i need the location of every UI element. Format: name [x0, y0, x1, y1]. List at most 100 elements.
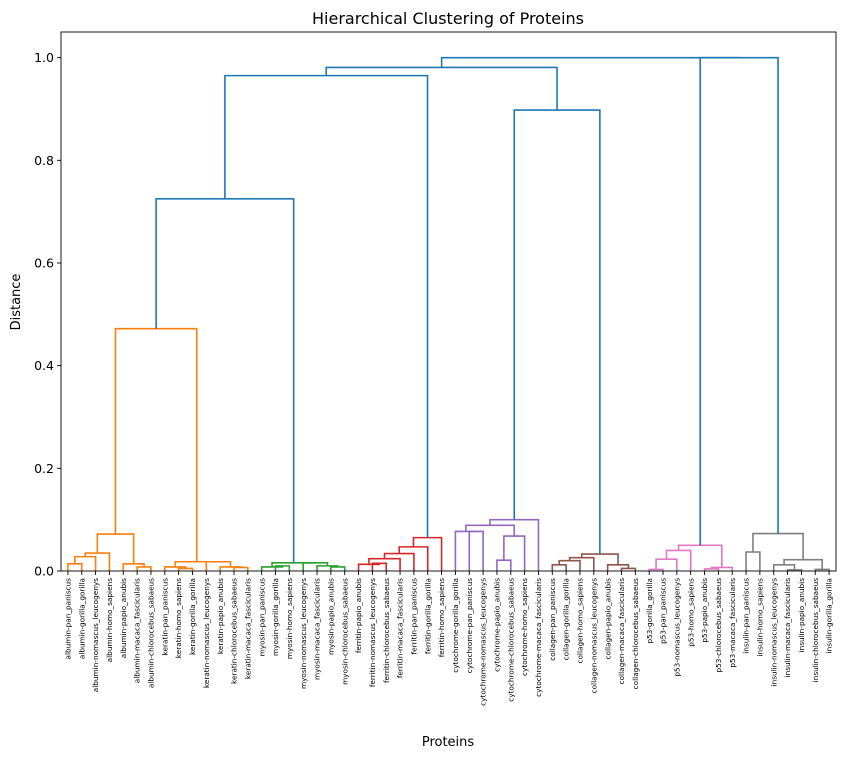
dendrogram-link — [496, 559, 512, 571]
dendrogram-link — [67, 563, 83, 571]
dendrogram-link — [174, 560, 219, 567]
leaf-label: ferritin-homo_sapiens — [437, 578, 446, 657]
dendrogram-link — [330, 566, 346, 571]
y-tick-label: 0.0 — [34, 564, 54, 579]
y-tick-label: 0.4 — [34, 358, 54, 373]
x-axis: albumin-pan_paniscus albumin-gorilla_gori… — [64, 571, 834, 706]
dendrogram-link — [316, 565, 339, 571]
dendrogram-link — [302, 561, 329, 571]
leaf-label: collagen-homo_sapiens — [576, 578, 585, 664]
dendrogram-link — [489, 518, 540, 571]
leaf-label: collagen-chlorocebus_sabaeus — [631, 578, 640, 690]
dendrogram-link — [271, 561, 316, 567]
leaf-label: myosin-pan_paniscus — [257, 578, 266, 657]
dendrogram-link — [745, 551, 761, 571]
leaf-label: cytochrome-homo_sapiens — [520, 578, 529, 676]
leaf-label: p53-homo_sapiens — [686, 578, 695, 647]
dendrogram-link — [703, 568, 720, 571]
y-axis-label: Distance — [9, 274, 24, 331]
leaf-label: albumin-gorilla_gorilla — [77, 578, 86, 659]
leaf-label: keratin-pan_paniscus — [160, 578, 169, 656]
leaf-label: cytochrome-gorilla_gorilla — [451, 578, 460, 673]
dendrogram-link — [84, 552, 111, 571]
leaf-label: p53-chlorocebus_sabaeus — [714, 578, 723, 673]
leaf-label: collagen-macaca_fascicularis — [617, 578, 626, 685]
leaf-label: ferritin-papio_anubis — [354, 578, 363, 653]
y-tick-label: 0.6 — [34, 256, 54, 271]
dendrogram-links — [67, 56, 830, 571]
leaf-label: cytochrome-chlorocebus_sabaeus — [506, 578, 515, 702]
dendrogram-link — [677, 544, 723, 568]
y-tick-label: 1.0 — [34, 50, 54, 65]
leaf-label: insulin-papio_anubis — [797, 578, 806, 653]
dendrogram-link — [155, 198, 295, 563]
leaf-label: ferritin-nomascus_leucogenys — [368, 578, 377, 687]
leaf-label: albumin-nomascus_leucogenys — [91, 578, 100, 692]
dendrogram-link — [96, 533, 135, 564]
leaf-label: albumin-papio_anubis — [119, 578, 128, 658]
leaf-label: insulin-homo_sapiens — [755, 578, 764, 657]
y-tick-label: 0.2 — [34, 461, 54, 476]
dendrogram-link — [114, 327, 198, 562]
dendrogram-link — [710, 566, 734, 571]
leaf-label: insulin-pan_paniscus — [742, 578, 751, 654]
leaf-label: cytochrome-papio_anubis — [493, 578, 502, 672]
leaf-label: p53-papio_anubis — [700, 578, 709, 643]
dendrogram-link — [513, 109, 601, 555]
leaf-label: keratin-nomascus_leucogenys — [202, 578, 211, 688]
dendrogram-link — [74, 555, 97, 571]
leaf-label: albumin-pan_paniscus — [64, 578, 73, 660]
y-axis: 0.0 0.2 0.4 0.6 0.8 1.0 — [34, 50, 61, 579]
leaf-label: ferritin-macaca_fascicularis — [396, 578, 405, 678]
leaf-label: myosin-papio_anubis — [326, 578, 335, 655]
dendrogram-link — [357, 563, 381, 571]
leaf-label: p53-pan_paniscus — [659, 578, 668, 644]
leaf-label: keratin-chlorocebus_sabaeus — [230, 578, 239, 684]
dendrogram-link — [699, 56, 779, 546]
dendrogram-link — [580, 553, 619, 565]
dendrogram-link — [568, 556, 595, 571]
leaf-label: keratin-homo_sapiens — [174, 578, 183, 658]
leaf-label: collagen-gorilla_gorilla — [562, 578, 571, 660]
dendrogram-link — [752, 532, 804, 560]
dendrogram-link — [503, 535, 526, 571]
leaf-label: keratin-macaca_fascicularis — [243, 578, 252, 679]
leaf-label: insulin-gorilla_gorilla — [825, 578, 834, 653]
leaf-label: keratin-gorilla_gorilla — [188, 578, 197, 655]
dendrogram-link — [665, 549, 692, 571]
leaf-label: albumin-macaca_fascicularis — [133, 578, 142, 683]
leaf-label: insulin-nomascus_leucogenys — [769, 578, 778, 687]
leaf-label: collagen-nomascus_leucogenys — [589, 578, 598, 694]
dendrogram-link — [205, 560, 232, 571]
leaf-label: p53-nomascus_leucogenys — [672, 578, 681, 677]
leaf-label: ferritin-gorilla_gorilla — [423, 578, 432, 654]
y-tick-label: 0.8 — [34, 153, 54, 168]
leaf-label: myosin-chlorocebus_sabaeus — [340, 578, 349, 685]
leaf-label: cytochrome-macaca_fascicularis — [534, 578, 543, 697]
dendrogram-link — [136, 566, 152, 571]
leaf-label: ferritin-chlorocebus_sabaeus — [382, 578, 391, 683]
plot-frame — [60, 31, 837, 572]
dendrogram-link — [783, 558, 823, 570]
leaf-label: insulin-chlorocebus_sabaeus — [811, 578, 820, 683]
dendrogram-link — [468, 530, 484, 571]
leaf-label: collagen-papio_anubis — [603, 578, 612, 660]
leaf-label: insulin-macaca_fascicularis — [783, 578, 792, 678]
dendrogram-link — [551, 564, 567, 571]
leaf-label: keratin-papio_anubis — [216, 578, 225, 654]
dendrogram-link — [233, 566, 249, 571]
dendrogram-link — [454, 530, 477, 571]
dendrogram-link — [383, 552, 415, 571]
leaf-label: myosin-macaca_fascicularis — [313, 578, 322, 680]
leaf-label: collagen-pan_paniscus — [548, 578, 557, 661]
dendrogram-link — [325, 66, 558, 111]
leaf-label: cytochrome-pan_paniscus — [465, 578, 474, 673]
leaf-label: myosin-homo_sapiens — [285, 578, 294, 659]
leaf-label: p53-macaca_fascicularis — [728, 578, 737, 668]
leaf-label: myosin-nomascus_leucogenys — [299, 578, 308, 689]
leaf-label: albumin-homo_sapiens — [105, 578, 114, 663]
leaf-label: albumin-chlorocebus_sabaeus — [147, 578, 156, 688]
x-axis-label: Proteins — [422, 735, 475, 750]
leaf-label: myosin-gorilla_gorilla — [271, 578, 280, 656]
